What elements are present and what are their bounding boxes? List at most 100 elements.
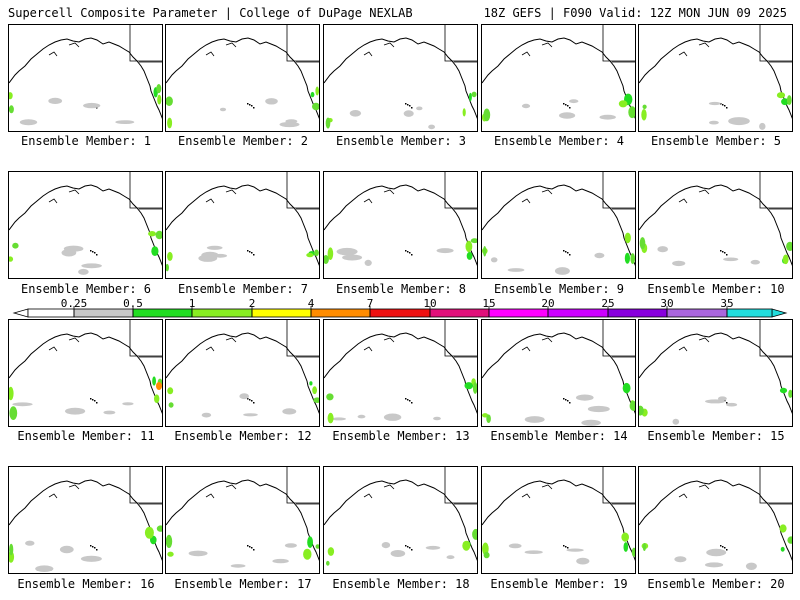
scp-shade-mid xyxy=(327,412,334,424)
scp-shade-low xyxy=(759,122,766,130)
ensemble-member-map xyxy=(165,24,320,132)
ensemble-member-map xyxy=(323,171,478,279)
scp-shade-low xyxy=(508,543,522,549)
ensemble-member-label: Ensemble Member: 2 xyxy=(177,134,309,148)
island-marker xyxy=(720,545,722,547)
island-marker xyxy=(720,250,722,252)
island-marker xyxy=(409,547,411,549)
scp-shade-mid xyxy=(618,100,628,108)
scp-shade-mid xyxy=(776,92,786,99)
scp-shade-low xyxy=(78,268,89,275)
scp-shade-mid xyxy=(462,540,471,551)
scp-shade-mid xyxy=(788,389,792,398)
island-marker xyxy=(90,250,92,252)
colorbar-tick-label: 0.5 xyxy=(123,297,143,310)
ensemble-member-map xyxy=(481,24,636,132)
island-marker xyxy=(96,254,98,256)
colorbar-segment xyxy=(726,308,773,318)
scp-shade-mid xyxy=(9,256,14,262)
border-line xyxy=(444,467,477,504)
colorbar-segment xyxy=(369,308,431,318)
scp-shade-low xyxy=(569,99,579,104)
coastline xyxy=(639,184,792,266)
ensemble-member-map xyxy=(481,171,636,279)
coastline xyxy=(9,37,162,119)
border-line xyxy=(602,172,635,209)
island-marker xyxy=(565,251,567,253)
ensemble-member-label: Ensemble Member: 19 xyxy=(490,577,628,591)
scp-shade-mid xyxy=(157,94,162,105)
island-marker xyxy=(409,105,411,107)
scp-shade-low xyxy=(594,252,605,259)
scp-shade-low xyxy=(285,119,298,124)
scp-shade-mid xyxy=(629,400,635,411)
scp-shade-low xyxy=(206,245,223,250)
border-line xyxy=(759,25,792,62)
scp-shade-low xyxy=(19,119,38,126)
island-marker xyxy=(251,252,253,254)
scp-shade-low xyxy=(272,558,289,564)
scp-shade-mid xyxy=(779,524,787,533)
scp-shade-low xyxy=(349,110,362,117)
scp-shade-low xyxy=(524,416,545,423)
scp-shade-mid xyxy=(786,95,792,106)
scp-shade-mid xyxy=(9,105,14,114)
colorbar-left-arrow xyxy=(12,308,29,318)
scp-shade-mid xyxy=(326,560,330,566)
island-marker xyxy=(253,107,255,109)
border-line xyxy=(286,467,319,504)
scp-shade-mid xyxy=(156,84,162,94)
map-title: Supercell Composite Parameter | College … xyxy=(8,6,413,20)
scp-shade-mid xyxy=(168,402,174,408)
scp-shade-mid xyxy=(303,548,312,560)
scp-shade-mid xyxy=(482,542,489,555)
ensemble-member-label: Ensemble Member: 9 xyxy=(493,282,625,296)
island-marker xyxy=(569,402,571,404)
scp-shade-mid xyxy=(9,386,14,401)
colorbar-segment xyxy=(73,308,134,318)
island-marker xyxy=(405,398,407,400)
border-line xyxy=(759,320,792,357)
scp-shade-low xyxy=(48,97,63,104)
scp-shade-low xyxy=(331,417,346,421)
scp-shade-mid xyxy=(780,546,785,552)
scp-shade-mid xyxy=(639,405,644,416)
island-marker xyxy=(94,547,96,549)
border-line xyxy=(444,320,477,357)
island-marker xyxy=(409,400,411,402)
colorbar-tick-label: 0.25 xyxy=(60,297,88,310)
colorbar-segment xyxy=(132,308,193,318)
coastline xyxy=(9,332,162,414)
coastline xyxy=(324,332,477,414)
scp-shade-low xyxy=(587,405,610,413)
border-line xyxy=(602,25,635,62)
scp-shade-mid xyxy=(779,387,788,394)
scp-shade-low xyxy=(381,542,391,549)
colorbar-segment xyxy=(607,308,668,318)
scp-shade-mid xyxy=(483,246,487,257)
island-marker xyxy=(253,254,255,256)
colorbar-right-arrow xyxy=(771,308,788,318)
island-marker xyxy=(409,252,411,254)
scp-shade-mid xyxy=(313,397,319,403)
island-marker xyxy=(565,104,567,106)
coastline xyxy=(9,184,162,266)
coastline xyxy=(166,332,319,414)
colorbar-segment xyxy=(191,308,253,318)
colorbar-tick-label: 15 xyxy=(482,297,496,310)
island-marker xyxy=(407,546,409,548)
scp-shade-low xyxy=(705,399,726,404)
scp-shade-mid xyxy=(471,91,477,98)
island-marker xyxy=(411,254,413,256)
scp-shade-mid xyxy=(324,255,329,264)
scp-shade-mid xyxy=(466,251,473,260)
coastline xyxy=(482,479,635,561)
ensemble-member-map xyxy=(8,319,163,427)
scp-shade-low xyxy=(390,550,406,557)
colorbar-segment xyxy=(429,308,490,318)
island-marker xyxy=(724,400,726,402)
scp-shade-mid xyxy=(166,534,173,548)
island-marker xyxy=(411,549,413,551)
scp-shade-mid xyxy=(472,528,477,540)
island-marker xyxy=(567,105,569,107)
